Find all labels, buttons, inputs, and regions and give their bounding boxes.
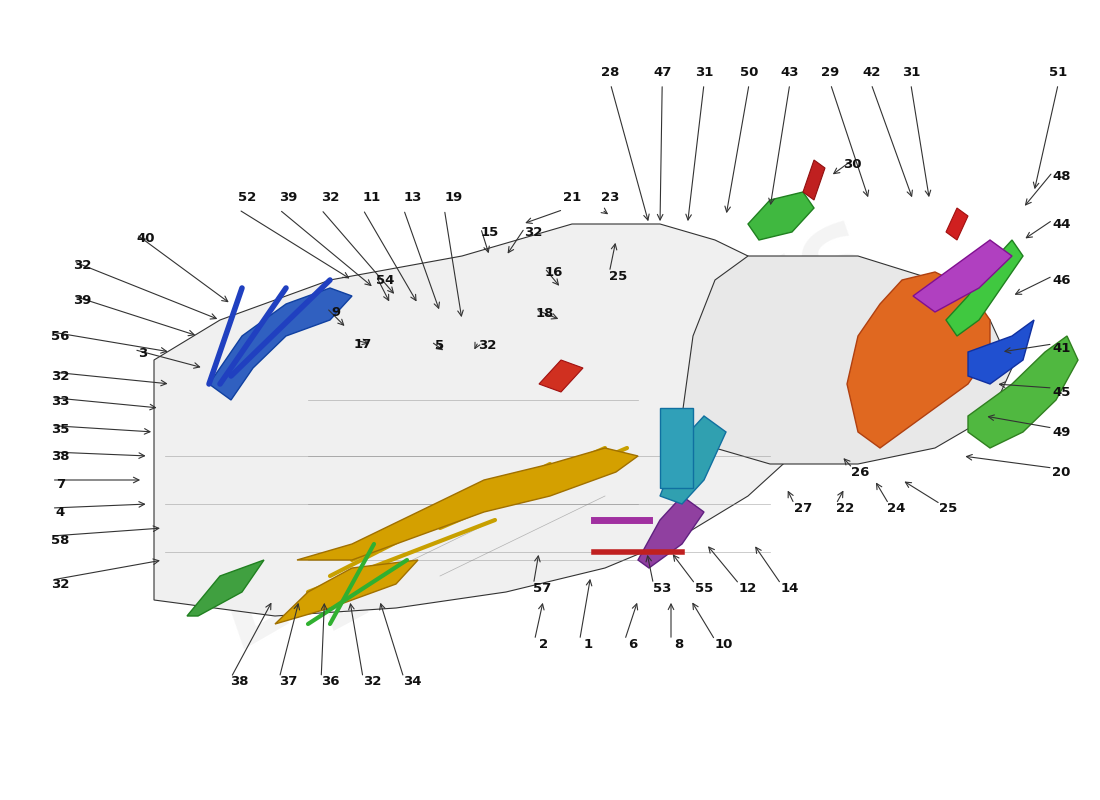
- Polygon shape: [209, 288, 352, 400]
- Text: 32: 32: [52, 370, 69, 382]
- Text: 45: 45: [1053, 386, 1070, 398]
- Text: 26: 26: [851, 466, 869, 478]
- Text: 23: 23: [602, 191, 619, 204]
- Polygon shape: [638, 496, 704, 568]
- Text: 38: 38: [52, 450, 69, 462]
- Text: 28: 28: [602, 66, 619, 78]
- Text: 4: 4: [56, 506, 65, 518]
- Text: 58: 58: [52, 534, 69, 546]
- Text: 7: 7: [56, 478, 65, 490]
- Text: 1: 1: [584, 638, 593, 650]
- Text: 12: 12: [739, 582, 757, 594]
- Polygon shape: [660, 408, 693, 488]
- Text: EUROSPARES: EUROSPARES: [305, 314, 839, 646]
- Text: 32: 32: [478, 339, 496, 352]
- Polygon shape: [682, 256, 1012, 464]
- Polygon shape: [946, 240, 1023, 336]
- Polygon shape: [968, 320, 1034, 384]
- Polygon shape: [847, 272, 990, 448]
- Polygon shape: [803, 160, 825, 200]
- Text: 52: 52: [239, 191, 256, 204]
- Text: 34: 34: [404, 675, 421, 688]
- Text: 43: 43: [781, 66, 799, 78]
- Text: 46: 46: [1053, 274, 1070, 286]
- Polygon shape: [154, 224, 803, 616]
- Text: 54: 54: [376, 274, 394, 286]
- Text: 49: 49: [1053, 426, 1070, 438]
- Text: 48: 48: [1053, 170, 1070, 182]
- Text: 9: 9: [331, 306, 340, 318]
- Text: 57: 57: [534, 582, 551, 594]
- Text: 31: 31: [695, 66, 713, 78]
- Text: 32: 32: [74, 259, 91, 272]
- Polygon shape: [275, 560, 418, 624]
- Text: 2: 2: [539, 638, 548, 650]
- Polygon shape: [660, 416, 726, 504]
- Text: 25: 25: [939, 502, 957, 514]
- Text: 8: 8: [674, 638, 683, 650]
- Text: 19: 19: [444, 191, 462, 204]
- Text: 32: 32: [363, 675, 381, 688]
- Text: 47: 47: [653, 66, 671, 78]
- Text: 30: 30: [844, 158, 861, 170]
- Text: 29: 29: [822, 66, 839, 78]
- Polygon shape: [913, 240, 1012, 312]
- Text: 11: 11: [363, 191, 381, 204]
- Text: 32: 32: [321, 191, 339, 204]
- Text: 38: 38: [231, 675, 249, 688]
- Text: 21: 21: [563, 191, 581, 204]
- Text: 42: 42: [862, 66, 880, 78]
- Text: 14: 14: [781, 582, 799, 594]
- Text: 18: 18: [536, 307, 553, 320]
- Text: 37: 37: [279, 675, 297, 688]
- Text: 50: 50: [740, 66, 758, 78]
- Polygon shape: [297, 448, 638, 560]
- Text: 32: 32: [525, 226, 542, 238]
- Text: 17: 17: [354, 338, 372, 350]
- Text: 20: 20: [1053, 466, 1070, 478]
- Text: 44: 44: [1053, 218, 1070, 230]
- Text: 51: 51: [1049, 66, 1067, 78]
- Text: 33: 33: [52, 395, 69, 408]
- Text: EUROSPARES: EUROSPARES: [205, 213, 895, 667]
- Text: 35: 35: [52, 423, 69, 436]
- Text: 24: 24: [888, 502, 905, 514]
- Text: 22: 22: [836, 502, 854, 514]
- Text: 36: 36: [321, 675, 339, 688]
- Text: 53: 53: [653, 582, 671, 594]
- Text: 39: 39: [279, 191, 297, 204]
- Text: 15: 15: [481, 226, 498, 238]
- Text: 3: 3: [139, 347, 147, 360]
- Text: 5: 5: [436, 339, 444, 352]
- Text: 32: 32: [52, 578, 69, 590]
- Text: 40: 40: [136, 232, 154, 245]
- Polygon shape: [748, 192, 814, 240]
- Text: 31: 31: [902, 66, 920, 78]
- Text: 10: 10: [715, 638, 733, 650]
- Text: 56: 56: [52, 330, 69, 342]
- Text: 27: 27: [794, 502, 812, 514]
- Text: 41: 41: [1053, 342, 1070, 354]
- Text: 55: 55: [695, 582, 713, 594]
- Polygon shape: [539, 360, 583, 392]
- Polygon shape: [968, 336, 1078, 448]
- Polygon shape: [187, 560, 264, 616]
- Text: 13: 13: [404, 191, 421, 204]
- Text: 25: 25: [609, 270, 627, 282]
- Text: 6: 6: [628, 638, 637, 650]
- Text: 16: 16: [544, 266, 562, 278]
- Polygon shape: [946, 208, 968, 240]
- Text: 39: 39: [74, 294, 91, 306]
